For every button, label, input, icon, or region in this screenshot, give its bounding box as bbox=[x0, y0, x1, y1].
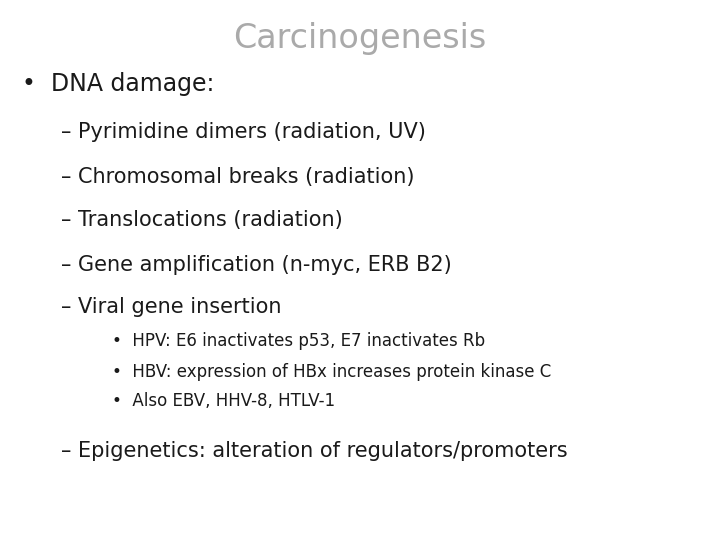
Text: – Translocations (radiation): – Translocations (radiation) bbox=[61, 210, 343, 231]
Text: •  DNA damage:: • DNA damage: bbox=[22, 72, 214, 96]
Text: – Gene amplification (n-myc, ERB B2): – Gene amplification (n-myc, ERB B2) bbox=[61, 254, 452, 275]
Text: – Chromosomal breaks (radiation): – Chromosomal breaks (radiation) bbox=[61, 167, 415, 187]
Text: Carcinogenesis: Carcinogenesis bbox=[233, 22, 487, 55]
Text: – Epigenetics: alteration of regulators/promoters: – Epigenetics: alteration of regulators/… bbox=[61, 441, 568, 461]
Text: – Viral gene insertion: – Viral gene insertion bbox=[61, 296, 282, 317]
Text: •  Also EBV, HHV-8, HTLV-1: • Also EBV, HHV-8, HTLV-1 bbox=[112, 392, 335, 410]
Text: – Pyrimidine dimers (radiation, UV): – Pyrimidine dimers (radiation, UV) bbox=[61, 122, 426, 143]
Text: •  HBV: expression of HBx increases protein kinase C: • HBV: expression of HBx increases prote… bbox=[112, 362, 551, 381]
Text: •  HPV: E6 inactivates p53, E7 inactivates Rb: • HPV: E6 inactivates p53, E7 inactivate… bbox=[112, 332, 485, 350]
